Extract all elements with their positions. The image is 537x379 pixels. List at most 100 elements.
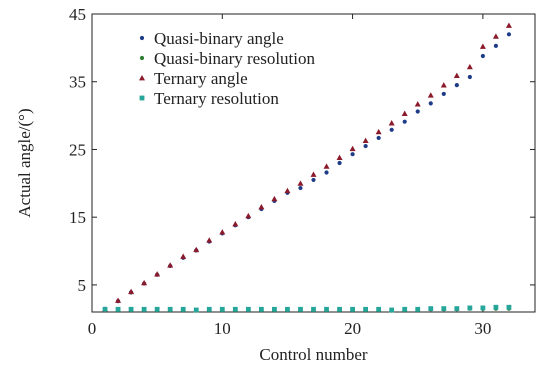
legend-marker [139, 35, 145, 41]
legend-marker [139, 55, 145, 61]
data-point [154, 271, 161, 277]
data-point [454, 83, 459, 88]
data-point [323, 163, 330, 169]
x-axis-label: Control number [259, 345, 367, 364]
data-point [154, 306, 160, 312]
data-point [453, 72, 460, 79]
data-point [440, 82, 447, 88]
data-point [167, 306, 173, 312]
data-point [389, 127, 394, 132]
y-axis-label: Actual angle/(°) [15, 108, 34, 217]
data-point [102, 306, 108, 312]
data-point [285, 306, 290, 312]
data-point [245, 212, 252, 219]
data-point [506, 32, 512, 37]
data-point [415, 306, 421, 312]
data-point [480, 305, 486, 311]
data-point [401, 110, 408, 116]
x-tick-label: 0 [88, 319, 97, 338]
data-point [362, 137, 369, 144]
data-point [193, 307, 199, 313]
data-points [102, 22, 512, 313]
data-point [232, 220, 239, 227]
y-tick-label: 45 [69, 5, 86, 24]
x-tick-label: 10 [214, 319, 231, 338]
data-point [467, 305, 473, 311]
data-point [258, 204, 265, 210]
data-point [427, 92, 434, 98]
legend-marker [139, 75, 145, 81]
data-point [337, 306, 342, 312]
data-point [311, 177, 316, 183]
data-point [428, 101, 433, 106]
data-point [141, 306, 147, 312]
data-point [493, 43, 499, 48]
data-point [402, 306, 408, 312]
data-point [219, 229, 226, 235]
data-point [232, 306, 238, 312]
data-point [324, 170, 329, 175]
data-point [388, 120, 395, 126]
data-point [414, 101, 421, 107]
data-point [258, 306, 264, 312]
legend-marker [139, 95, 145, 101]
data-point [206, 306, 212, 312]
x-tick-label: 30 [474, 319, 491, 338]
data-point [441, 91, 446, 97]
data-point [180, 253, 187, 259]
data-point [349, 145, 356, 152]
data-point [245, 306, 251, 312]
y-tick-label: 25 [69, 140, 86, 159]
data-point [206, 237, 213, 243]
data-point [310, 171, 317, 177]
data-point [506, 304, 512, 310]
data-point [467, 74, 472, 80]
series-3 [102, 304, 512, 313]
legend-entry-label: Quasi-binary angle [154, 29, 284, 48]
data-point [324, 306, 329, 312]
data-point [272, 306, 277, 312]
data-point [375, 128, 382, 135]
data-point [298, 306, 303, 312]
data-point [297, 180, 304, 186]
data-point [493, 304, 499, 310]
data-point [402, 119, 407, 124]
data-point [363, 306, 369, 312]
data-point [479, 43, 486, 49]
data-point [311, 306, 316, 312]
tick-labels: 0 10 20 30 5 15 25 35 45 [69, 5, 491, 338]
data-point [141, 279, 148, 286]
data-point [480, 53, 485, 59]
data-point [128, 288, 135, 295]
data-point [180, 306, 186, 312]
legend-entry-label: Ternary resolution [154, 89, 279, 108]
y-tick-label: 15 [69, 208, 86, 227]
data-point [219, 306, 225, 312]
data-point [363, 143, 368, 149]
data-point [115, 306, 121, 312]
y-tick-label: 5 [78, 276, 87, 295]
data-point [492, 33, 499, 39]
data-point [350, 152, 355, 157]
data-point [376, 306, 382, 312]
data-point [298, 185, 303, 191]
data-point [193, 246, 200, 253]
data-point [466, 63, 473, 70]
x-tick-label: 20 [344, 319, 361, 338]
data-point [271, 195, 278, 202]
data-point [284, 187, 291, 194]
data-point [336, 154, 343, 160]
legend-entry-label: Quasi-binary resolution [154, 49, 315, 68]
data-point [454, 306, 460, 312]
legend-entry-label: Ternary angle [154, 69, 248, 88]
data-point [376, 135, 381, 141]
data-point [428, 306, 434, 312]
data-point [505, 22, 512, 28]
data-point [350, 306, 355, 312]
data-point [115, 297, 122, 303]
data-point [337, 160, 342, 166]
data-point [389, 307, 395, 313]
